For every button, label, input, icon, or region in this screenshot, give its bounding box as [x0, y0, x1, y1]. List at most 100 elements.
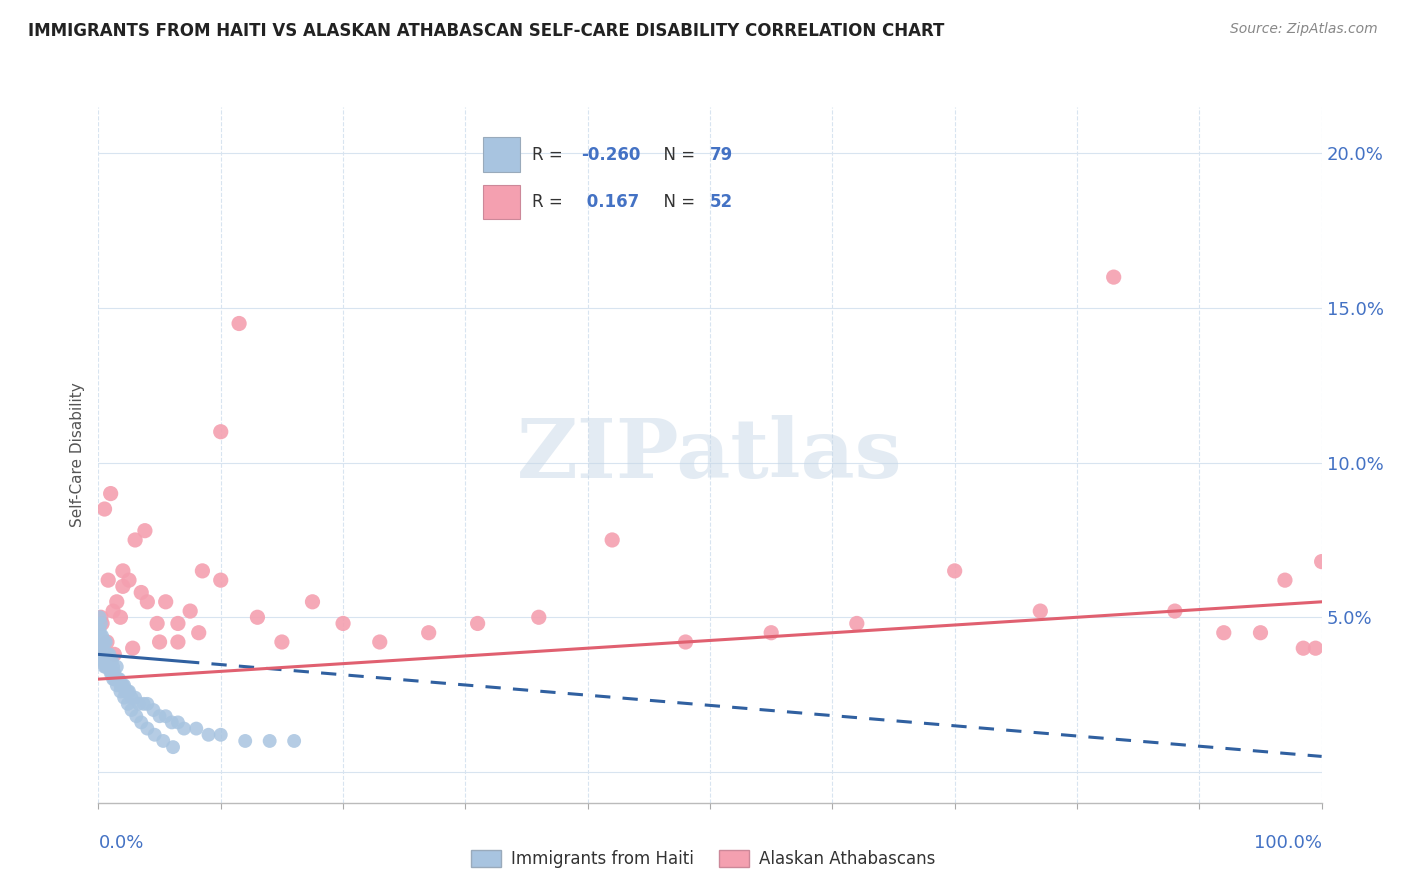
Point: [128, 697, 150, 711]
Point: [98, 648, 121, 662]
Point: [1274, 573, 1296, 587]
Point: [228, 317, 250, 331]
Point: [111, 564, 134, 578]
Point: [124, 533, 146, 547]
Point: [91, 654, 114, 668]
Text: 100.0%: 100.0%: [1254, 834, 1322, 852]
Point: [91, 641, 114, 656]
Point: [301, 595, 323, 609]
Point: [103, 648, 125, 662]
Point: [160, 715, 183, 730]
Point: [167, 635, 190, 649]
Point: [114, 684, 136, 698]
Point: [1292, 641, 1315, 656]
Y-axis label: Self-Care Disability: Self-Care Disability: [70, 383, 86, 527]
Point: [943, 564, 966, 578]
Point: [146, 616, 169, 631]
Point: [761, 625, 783, 640]
Point: [120, 703, 142, 717]
Point: [112, 678, 135, 692]
Point: [94, 635, 117, 649]
Point: [90, 629, 112, 643]
Point: [100, 665, 122, 680]
Point: [197, 728, 219, 742]
Point: [162, 740, 184, 755]
Point: [1164, 604, 1187, 618]
Point: [283, 734, 305, 748]
Point: [89, 623, 111, 637]
Point: [103, 672, 125, 686]
Point: [136, 697, 159, 711]
Point: [117, 697, 139, 711]
Point: [1310, 555, 1333, 569]
Point: [103, 665, 125, 680]
Point: [142, 703, 165, 717]
Point: [90, 648, 112, 662]
Point: [96, 635, 118, 649]
Point: [90, 616, 112, 631]
Point: [1305, 641, 1327, 656]
Legend: Immigrants from Haiti, Alaskan Athabascans: Immigrants from Haiti, Alaskan Athabasca…: [464, 843, 942, 875]
Point: [96, 654, 118, 668]
Point: [105, 678, 128, 692]
Point: [108, 672, 131, 686]
Point: [111, 678, 134, 692]
Text: 0.0%: 0.0%: [98, 834, 143, 852]
Point: [105, 672, 128, 686]
Point: [191, 564, 214, 578]
Point: [152, 734, 174, 748]
Point: [97, 573, 120, 587]
Point: [209, 573, 232, 587]
Point: [94, 648, 117, 662]
Point: [111, 579, 134, 593]
Point: [117, 684, 139, 698]
Point: [89, 648, 111, 662]
Point: [332, 616, 354, 631]
Text: Source: ZipAtlas.com: Source: ZipAtlas.com: [1230, 22, 1378, 37]
Point: [845, 616, 868, 631]
Point: [89, 610, 111, 624]
Point: [94, 659, 117, 673]
Point: [96, 659, 118, 673]
Point: [167, 616, 190, 631]
Point: [149, 635, 172, 649]
Point: [129, 585, 152, 599]
Point: [89, 641, 111, 656]
Point: [124, 690, 146, 705]
Point: [155, 595, 177, 609]
Point: [112, 690, 135, 705]
Point: [209, 425, 232, 439]
Point: [93, 648, 115, 662]
Point: [89, 635, 111, 649]
Point: [125, 709, 148, 723]
Point: [186, 722, 208, 736]
Point: [136, 595, 159, 609]
Text: ZIPatlas: ZIPatlas: [517, 415, 903, 495]
Point: [101, 659, 124, 673]
Point: [118, 684, 141, 698]
Point: [100, 486, 122, 500]
Point: [93, 635, 115, 649]
Point: [132, 697, 155, 711]
Point: [93, 502, 115, 516]
Point: [149, 709, 172, 723]
Point: [98, 659, 121, 673]
Point: [246, 610, 269, 624]
Point: [97, 659, 120, 673]
Point: [101, 665, 124, 680]
Point: [91, 648, 114, 662]
Point: [110, 678, 132, 692]
Point: [675, 635, 697, 649]
Point: [91, 629, 114, 643]
Point: [467, 616, 489, 631]
Point: [100, 654, 122, 668]
Point: [107, 672, 129, 686]
Point: [233, 734, 256, 748]
Point: [134, 524, 156, 538]
Point: [209, 728, 232, 742]
Point: [600, 533, 623, 547]
Point: [101, 604, 124, 618]
Point: [110, 684, 132, 698]
Point: [155, 709, 177, 723]
Point: [105, 659, 128, 673]
